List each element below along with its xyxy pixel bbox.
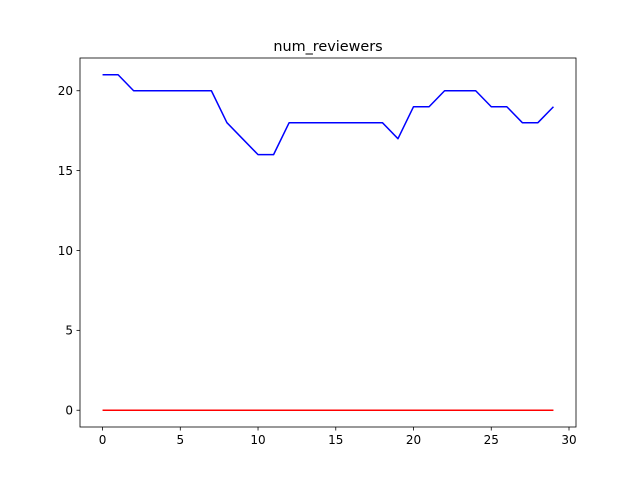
x-tick-label: 10 [250,433,265,447]
y-tick-label: 15 [58,164,73,178]
y-tick-label: 5 [65,324,73,338]
x-tick-label: 5 [176,433,184,447]
chart-title: num_reviewers [273,39,382,55]
x-tick-label: 30 [561,433,576,447]
y-tick-label: 20 [58,84,73,98]
y-tick-label: 10 [58,244,73,258]
x-tick-label: 25 [484,433,499,447]
series-line-0 [102,74,554,156]
axes-frame [79,57,577,428]
axes-layer: 0 5 10 15 20 25 30 0 5 10 15 20 [58,57,577,447]
x-tick-label: 20 [406,433,421,447]
series-layer [102,74,554,411]
x-tick-label: 15 [328,433,343,447]
x-tick-label: 0 [99,433,107,447]
y-tick-label: 0 [65,404,73,418]
